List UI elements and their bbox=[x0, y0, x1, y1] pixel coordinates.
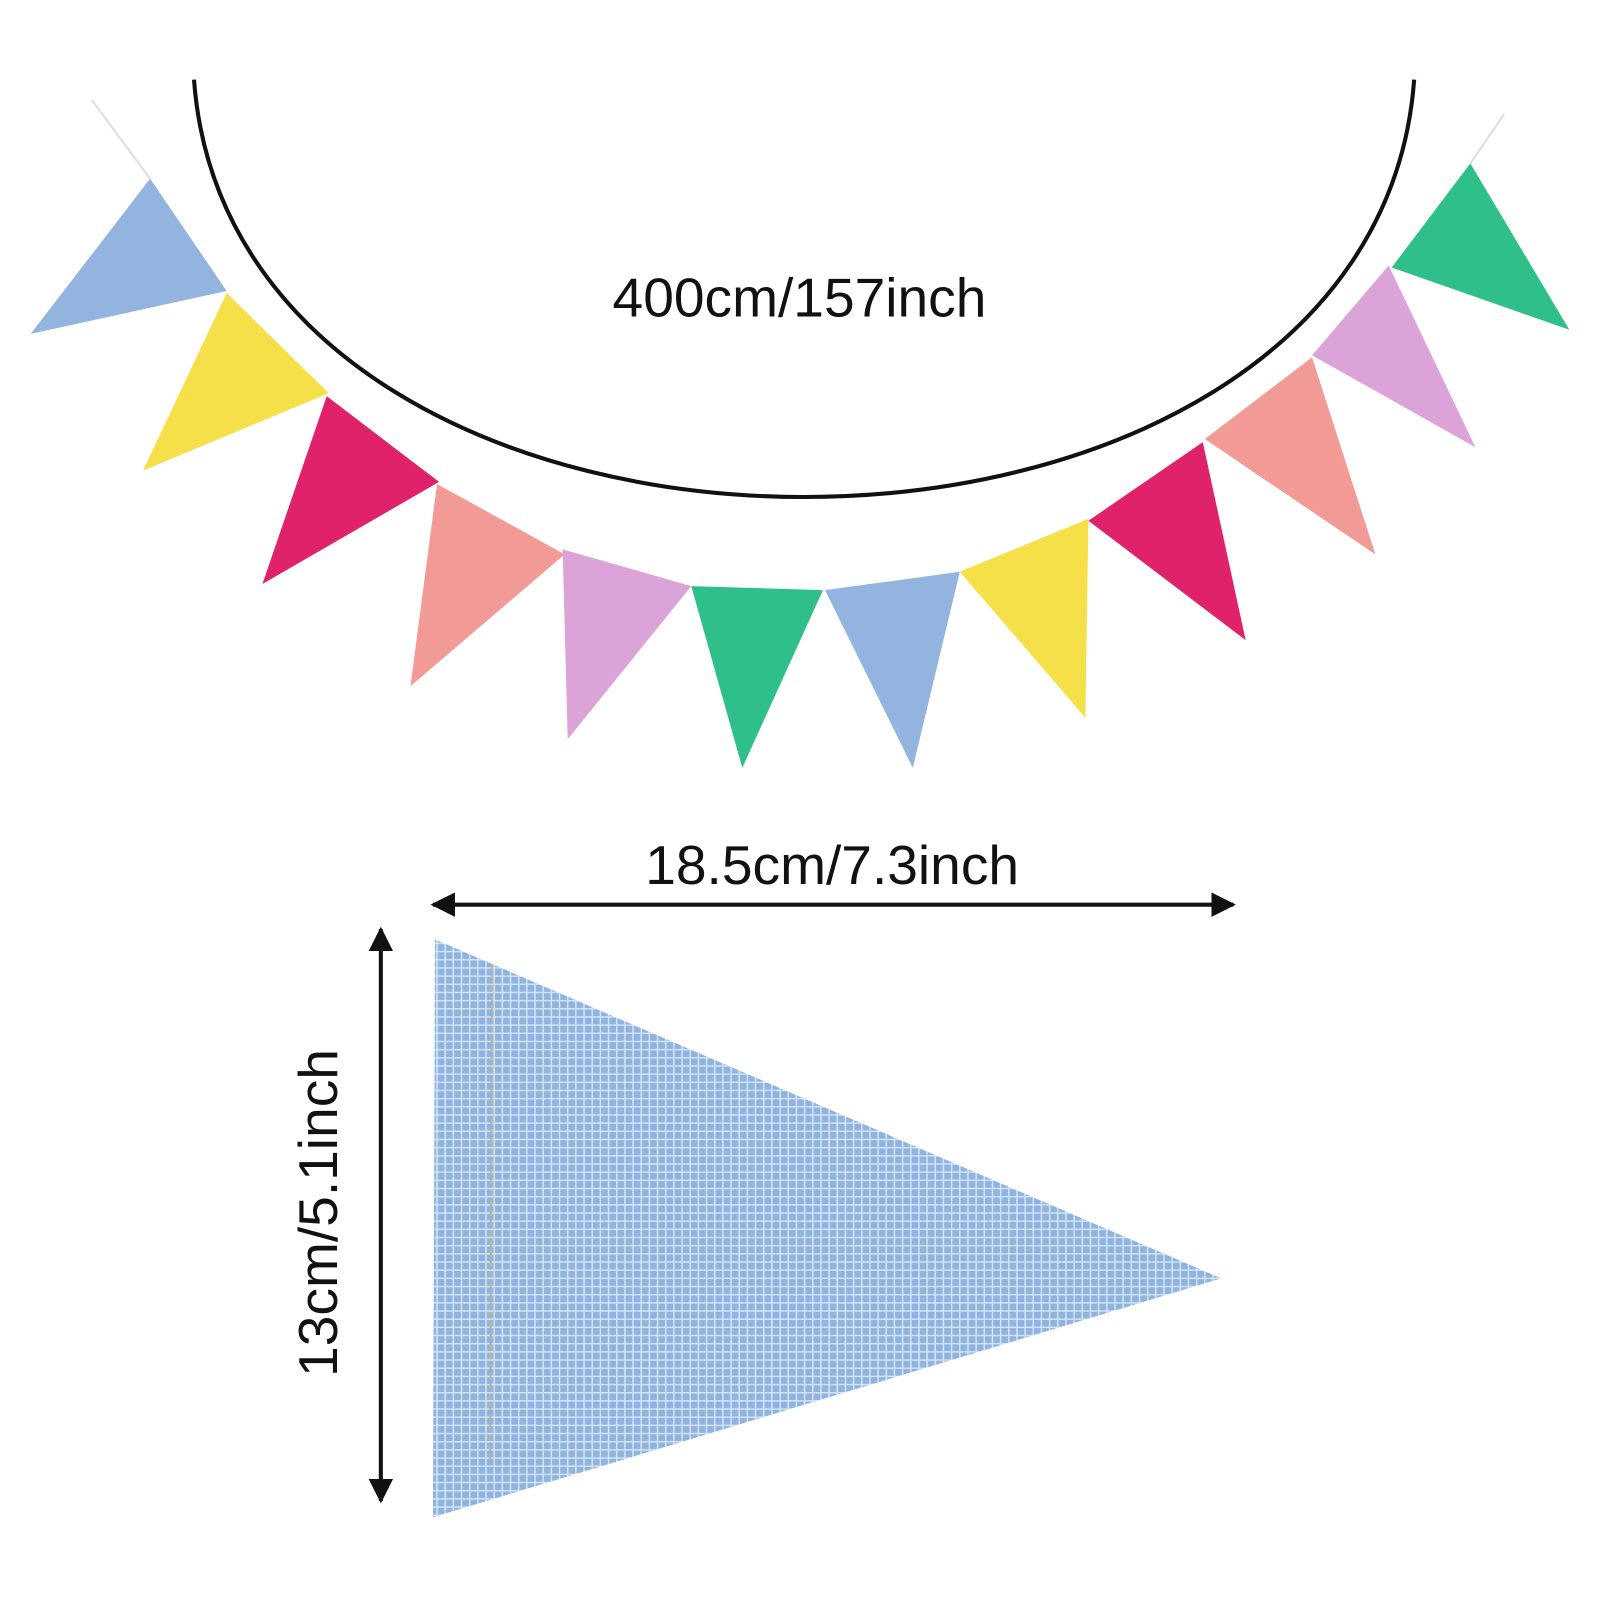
pennant bbox=[1088, 442, 1246, 641]
flag-height-label: 13cm/5.1inch bbox=[287, 1049, 349, 1377]
pennant bbox=[562, 549, 692, 740]
pennant bbox=[1204, 357, 1376, 555]
pennant bbox=[262, 396, 440, 585]
string bbox=[1469, 113, 1505, 164]
stitching bbox=[489, 964, 494, 1461]
single-pennant bbox=[432, 939, 1222, 1518]
garland-length-label: 400cm/157inch bbox=[613, 267, 987, 329]
length-arc bbox=[191, 79, 1417, 500]
pennant bbox=[691, 586, 823, 768]
pennant bbox=[1312, 265, 1476, 448]
pennant bbox=[825, 571, 960, 768]
pennant bbox=[959, 518, 1089, 718]
pennant bbox=[30, 178, 227, 334]
string bbox=[91, 99, 151, 180]
flag-width-label: 18.5cm/7.3inch bbox=[645, 834, 1019, 896]
garland bbox=[30, 99, 1570, 768]
pennant bbox=[1391, 163, 1570, 330]
pennant bbox=[142, 293, 329, 471]
pennant bbox=[410, 483, 565, 687]
